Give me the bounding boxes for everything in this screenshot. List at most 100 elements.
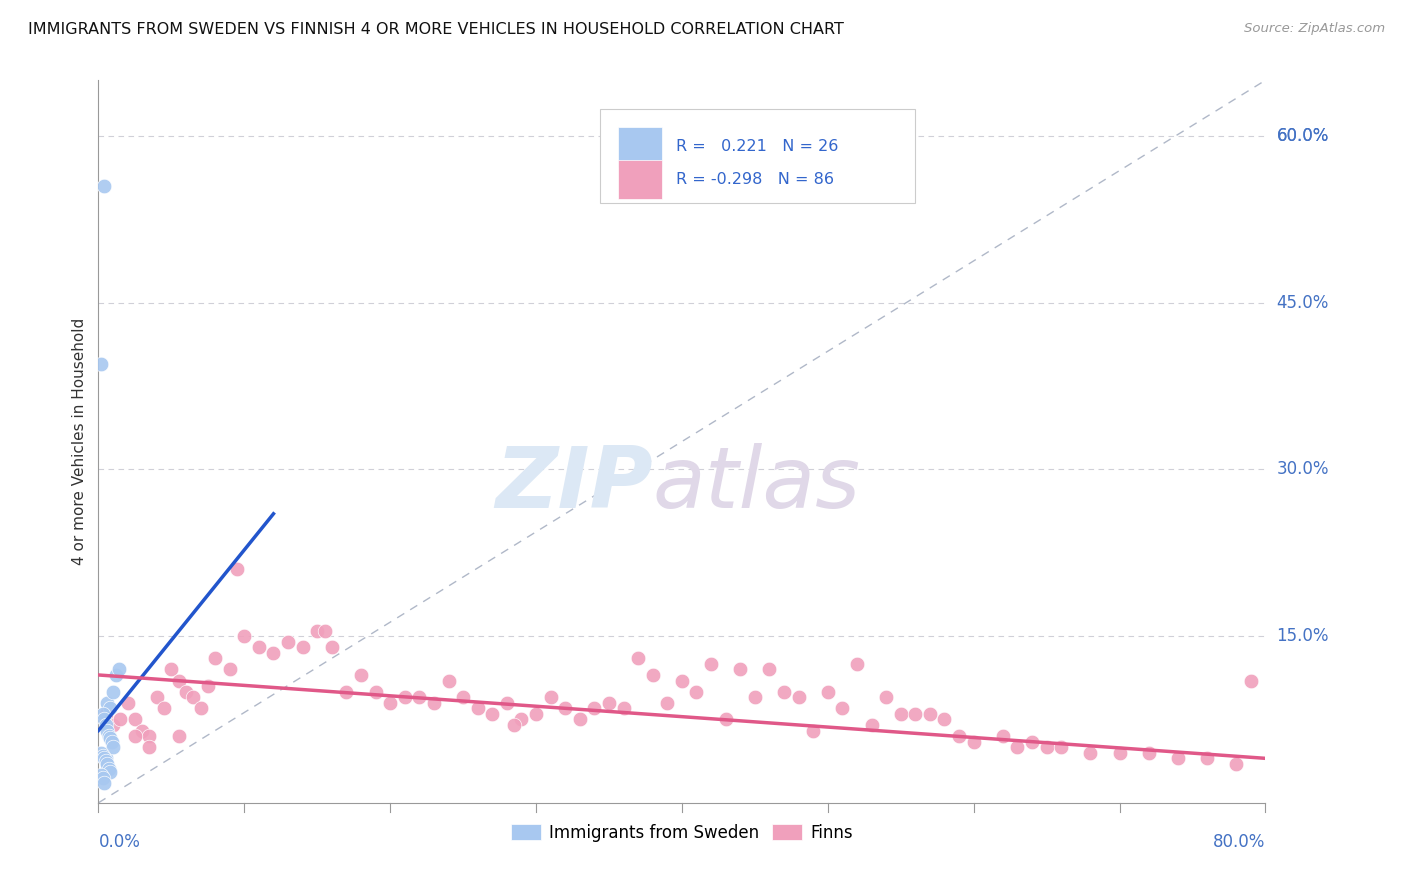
Point [918, 706, 941, 721]
Text: atlas: atlas [652, 443, 860, 526]
Point [467, 701, 489, 715]
Point [744, 690, 766, 705]
Point [98, 701, 121, 715]
Point [875, 690, 897, 705]
Point [160, 662, 183, 676]
Point [181, 690, 204, 705]
Point [846, 657, 869, 671]
Point [96, 696, 118, 710]
FancyBboxPatch shape [617, 127, 662, 167]
Point [503, 718, 526, 732]
Point [93, 178, 115, 193]
Point [1240, 673, 1263, 688]
Point [124, 729, 146, 743]
Text: 15.0%: 15.0% [1277, 627, 1329, 645]
Point [138, 729, 160, 743]
Point [94, 754, 117, 768]
Point [568, 713, 591, 727]
Point [101, 718, 124, 732]
Point [714, 713, 737, 727]
Point [408, 690, 430, 705]
Point [641, 668, 664, 682]
Point [1035, 740, 1057, 755]
Point [153, 701, 176, 715]
Point [364, 684, 387, 698]
Text: 0.0%: 0.0% [98, 833, 141, 851]
Point [138, 740, 160, 755]
Point [204, 651, 226, 665]
Point [321, 640, 343, 655]
Point [94, 706, 117, 721]
Point [98, 731, 121, 746]
Point [94, 751, 117, 765]
Point [685, 684, 707, 698]
Point [991, 729, 1014, 743]
Point [93, 713, 115, 727]
Point [1137, 746, 1160, 760]
Point [554, 701, 576, 715]
Point [583, 701, 606, 715]
Point [98, 764, 121, 779]
Point [104, 668, 127, 682]
Point [1225, 756, 1247, 771]
Text: R =   0.221   N = 26: R = 0.221 N = 26 [676, 139, 838, 154]
Text: 30.0%: 30.0% [1277, 460, 1329, 478]
Point [860, 718, 883, 732]
Point [948, 729, 970, 743]
Point [100, 734, 122, 748]
Point [437, 673, 460, 688]
Point [962, 734, 984, 748]
Point [117, 696, 139, 710]
Text: 60.0%: 60.0% [1277, 127, 1329, 145]
Text: 60.0%: 60.0% [1277, 127, 1329, 145]
Text: R = -0.298   N = 86: R = -0.298 N = 86 [676, 172, 834, 187]
Point [93, 751, 115, 765]
Point [90, 768, 112, 782]
Text: Source: ZipAtlas.com: Source: ZipAtlas.com [1244, 22, 1385, 36]
Point [94, 718, 117, 732]
Point [801, 723, 824, 738]
Point [890, 706, 912, 721]
Point [758, 662, 780, 676]
FancyBboxPatch shape [617, 160, 662, 200]
Point [167, 729, 190, 743]
Point [380, 696, 402, 710]
Point [96, 723, 118, 738]
Legend: Immigrants from Sweden, Finns: Immigrants from Sweden, Finns [503, 817, 860, 848]
Point [540, 690, 562, 705]
Point [247, 640, 270, 655]
Point [831, 701, 853, 715]
Point [314, 624, 336, 638]
Point [197, 679, 219, 693]
Point [423, 696, 446, 710]
Point [451, 690, 474, 705]
Point [481, 706, 503, 721]
Point [612, 701, 634, 715]
Point [96, 756, 118, 771]
Point [91, 706, 114, 721]
Point [510, 713, 533, 727]
Point [90, 746, 112, 760]
FancyBboxPatch shape [600, 109, 915, 203]
Point [233, 629, 256, 643]
Text: IMMIGRANTS FROM SWEDEN VS FINNISH 4 OR MORE VEHICLES IN HOUSEHOLD CORRELATION CH: IMMIGRANTS FROM SWEDEN VS FINNISH 4 OR M… [28, 22, 844, 37]
Point [1195, 751, 1218, 765]
Point [1007, 740, 1029, 755]
Point [1108, 746, 1130, 760]
Text: 45.0%: 45.0% [1277, 293, 1329, 311]
Point [146, 690, 169, 705]
Point [262, 646, 284, 660]
Point [174, 684, 197, 698]
Point [934, 713, 956, 727]
Point [700, 657, 723, 671]
Point [108, 662, 131, 676]
Point [787, 690, 810, 705]
Point [124, 713, 146, 727]
Point [101, 740, 124, 755]
Point [657, 696, 679, 710]
Point [91, 749, 114, 764]
Point [730, 662, 752, 676]
Point [671, 673, 693, 688]
Point [773, 684, 796, 698]
Point [167, 673, 190, 688]
